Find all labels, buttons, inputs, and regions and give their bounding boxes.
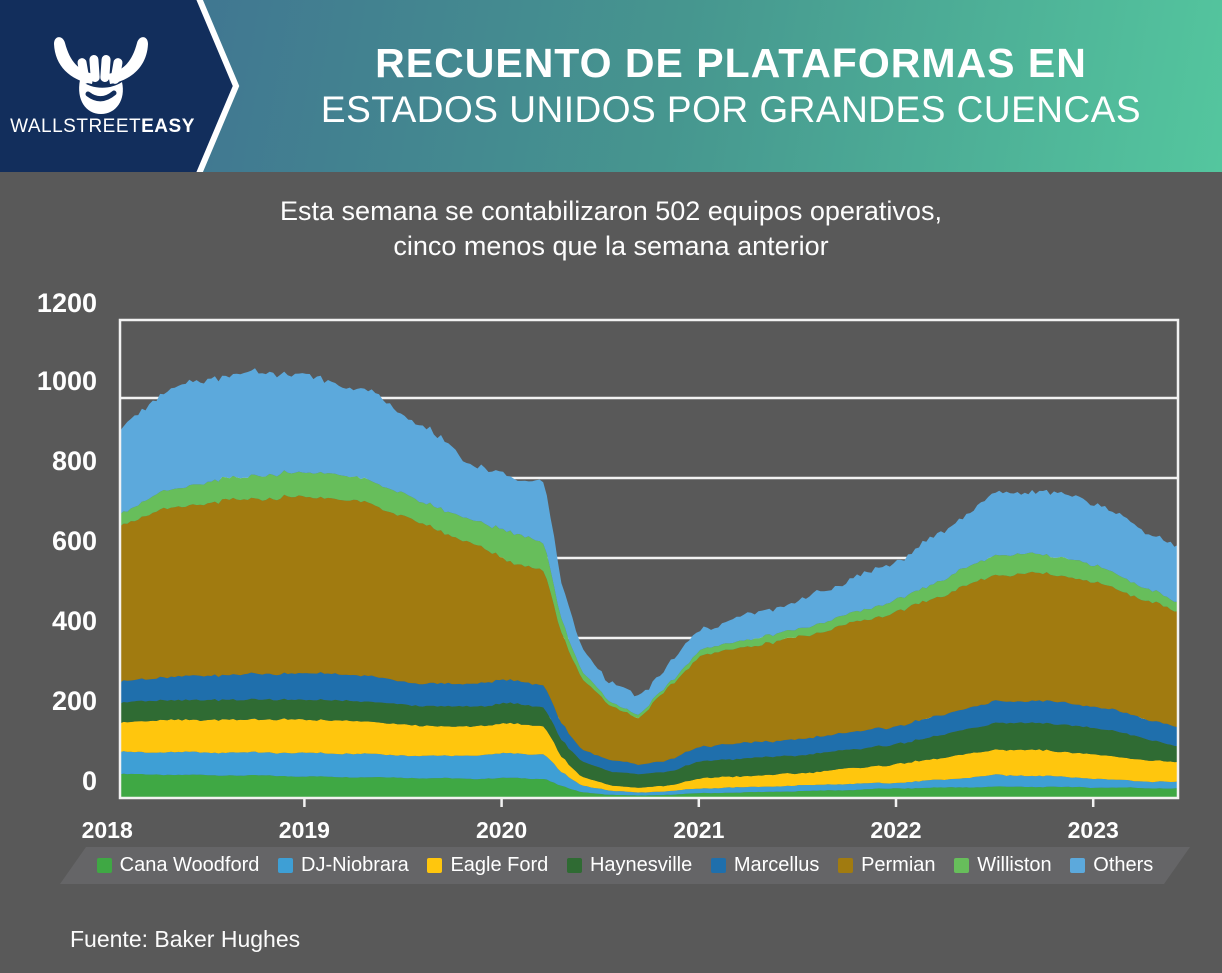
area-williston: [120, 470, 1178, 719]
marcellus-swatch-icon: [711, 858, 726, 873]
header-titles: RECUENTO DE PLATAFORMAS EN ESTADOS UNIDO…: [252, 0, 1210, 172]
brand-wordmark-bold: EASY: [141, 116, 195, 137]
williston-swatch-icon: [954, 858, 969, 873]
eagle-ford-swatch-icon: [427, 858, 442, 873]
y-tick-label-1200: 1200: [37, 288, 97, 318]
legend-item-williston: Williston: [954, 854, 1051, 877]
area-haynesville: [120, 698, 1178, 788]
legend-label-marcellus: Marcellus: [733, 854, 820, 876]
area-eagle-ford: [120, 718, 1178, 793]
x-tick-label-2022: 2022: [870, 817, 921, 843]
haynesville-swatch-icon: [567, 858, 582, 873]
x-tick-label-2018: 2018: [82, 817, 133, 843]
legend-label-cana-woodford: Cana Woodford: [119, 854, 260, 876]
y-tick-label-400: 400: [52, 606, 97, 636]
legend-label-permian: Permian: [861, 854, 936, 876]
area-permian: [120, 494, 1178, 765]
plot-border: [118, 318, 1180, 800]
area-cana-woodford: [120, 773, 1178, 798]
legend-label-dj-niobrara: DJ-Niobrara: [301, 854, 409, 876]
area-marcellus: [120, 672, 1178, 775]
y-tick-label-600: 600: [52, 526, 97, 556]
pentagon-edge-highlight: [196, 0, 240, 172]
y-tick-label-1000: 1000: [37, 366, 97, 396]
area-others: [120, 368, 1178, 715]
legend-item-cana-woodford: Cana Woodford: [97, 854, 260, 877]
legend-item-marcellus: Marcellus: [711, 854, 820, 877]
legend-label-williston: Williston: [977, 854, 1052, 876]
legend-item-haynesville: Haynesville: [567, 854, 692, 877]
brand-wordmark-light: WALLSTREET: [10, 116, 142, 137]
x-tick-label-2021: 2021: [673, 817, 724, 843]
y-tick-label-200: 200: [52, 686, 97, 716]
legend-label-others: Others: [1093, 854, 1154, 876]
legend-item-dj-niobrara: DJ-Niobrara: [278, 854, 409, 877]
x-tick-label-2020: 2020: [476, 817, 527, 843]
legend-label-eagle-ford: Eagle Ford: [450, 854, 549, 876]
subtitle-line2: cinco menos que la semana anterior: [393, 231, 829, 262]
cana-woodford-swatch-icon: [97, 858, 112, 873]
others-swatch-icon: [1070, 858, 1085, 873]
y-tick-label-0: 0: [82, 766, 97, 796]
legend-item-others: Others: [1070, 854, 1153, 877]
subtitle-line1: Esta semana se contabilizaron 502 equipo…: [280, 196, 942, 226]
bull-horns-fist-icon: [54, 37, 148, 114]
legend-item-eagle-ford: Eagle Ford: [427, 854, 548, 877]
legend-label-haynesville: Haynesville: [589, 854, 693, 876]
legend-item-permian: Permian: [838, 854, 935, 877]
permian-swatch-icon: [838, 858, 853, 873]
main-title-line1: RECUENTO DE PLATAFORMAS EN: [375, 39, 1087, 86]
header-banner: WALLSTREETEASY RECUENTO DE PLATAFORMAS E…: [0, 0, 1222, 172]
y-tick-label-800: 800: [52, 446, 97, 476]
dj-niobrara-swatch-icon: [278, 858, 293, 873]
brand-pentagon: [0, 0, 240, 172]
source-credit: Fuente: Baker Hughes: [70, 926, 301, 952]
brand-wordmark: WALLSTREETEASY: [0, 116, 205, 138]
x-tick-label-2023: 2023: [1068, 817, 1119, 843]
x-tick-label-2019: 2019: [279, 817, 330, 843]
chart-subtitle: Esta semana se contabilizaron 502 equipo…: [0, 194, 1222, 264]
stacked-area-chart: 0 200 400 600 800 1000 1200 2018 2019 2020 2021 202…: [37, 288, 1180, 843]
main-title-line2: ESTADOS UNIDOS POR GRANDES CUENCAS: [320, 89, 1142, 131]
chart-legend: Cana Woodford DJ-Niobrara Eagle Ford Haynes…: [60, 847, 1190, 884]
area-dj-niobrara: [120, 751, 1178, 796]
